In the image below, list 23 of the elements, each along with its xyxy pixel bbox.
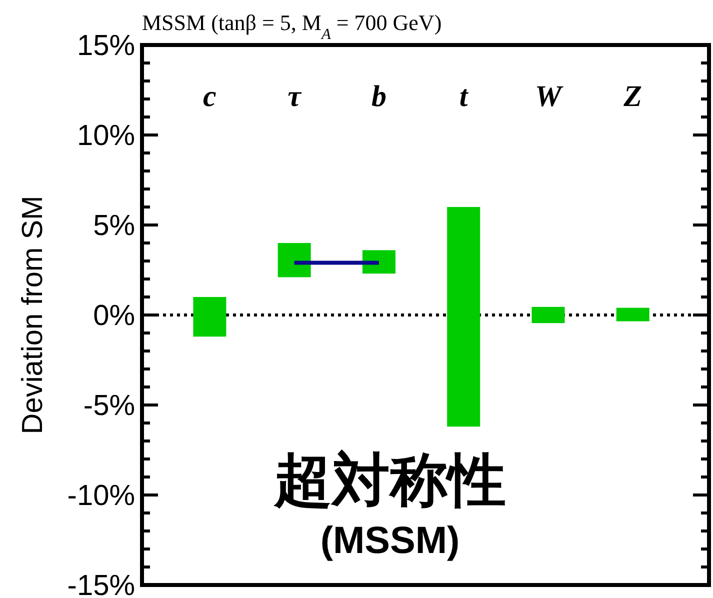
bar: [447, 207, 480, 427]
bar: [278, 243, 311, 278]
y-tick-label: 0%: [93, 300, 135, 332]
y-tick-label: -15%: [67, 570, 135, 598]
y-tick-label: 15%: [76, 30, 135, 62]
x-tick-label: Z: [622, 80, 642, 113]
y-tick-label: -5%: [83, 390, 135, 422]
y-tick-label: 5%: [93, 210, 135, 242]
x-tick-label: b: [371, 80, 386, 113]
bar: [193, 297, 226, 337]
annotation: (MSSM): [320, 520, 460, 562]
y-tick-label: -10%: [67, 480, 135, 512]
y-tick-label: 10%: [76, 120, 135, 152]
bar: [362, 250, 396, 274]
annotation: 超対称性: [273, 448, 506, 513]
x-tick-label: t: [459, 80, 470, 113]
bar: [616, 308, 650, 322]
y-axis-title: Deviation from SM: [17, 196, 49, 434]
x-tick-label: c: [203, 80, 216, 113]
x-tick-label: W: [534, 80, 564, 113]
x-tick-label: τ: [288, 80, 303, 113]
chart-title: MSSM (tanβ = 5, M$_{A}$ = 700 GeV): [142, 10, 442, 42]
bar: [532, 306, 565, 324]
